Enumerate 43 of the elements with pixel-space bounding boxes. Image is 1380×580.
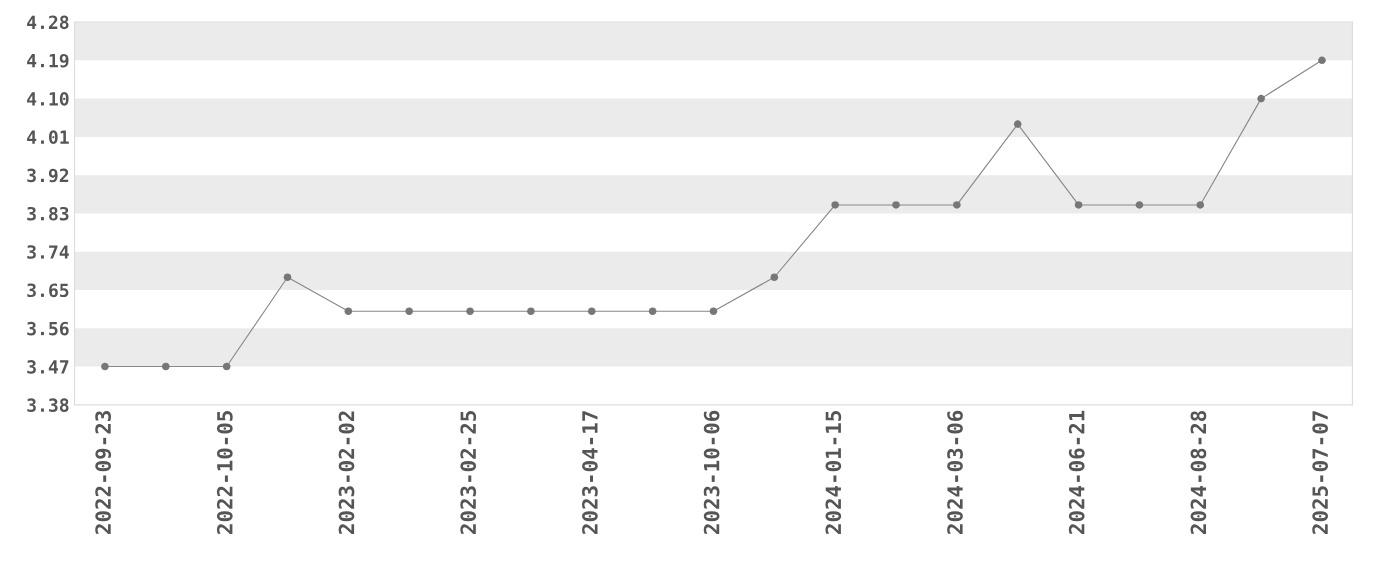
x-tick-label: 2023-02-02 xyxy=(338,411,355,534)
point xyxy=(1135,201,1144,209)
y-tick-label: 3.92 xyxy=(27,168,69,183)
x-tick-label: 2024-01-15 xyxy=(825,411,842,534)
point xyxy=(831,201,839,209)
x-tick-label: 2024-08-28 xyxy=(1190,411,1207,534)
y-tick-label: 4.01 xyxy=(27,130,69,144)
x-tick-label: 2023-10-06 xyxy=(703,410,720,534)
x-tick-label: 2022-10-05 xyxy=(216,411,233,534)
point xyxy=(953,201,961,209)
y-tick-label: 3.47 xyxy=(27,360,69,374)
y-tick-label: 4.28 xyxy=(27,15,69,30)
x-tick-label: 2023-04-17 xyxy=(582,411,598,534)
point xyxy=(1257,94,1265,103)
point xyxy=(770,273,779,282)
y-tick-label: 3.56 xyxy=(27,321,69,336)
y-tick-label: 3.74 xyxy=(27,245,69,259)
y-tick-label: 4.19 xyxy=(27,53,69,68)
point xyxy=(892,201,900,209)
point xyxy=(587,307,596,316)
point xyxy=(344,307,353,316)
x-tick-label: 2024-06-21 xyxy=(1068,410,1085,534)
point xyxy=(283,273,292,282)
x-tick-label: 2022-09-23 xyxy=(95,411,112,534)
point xyxy=(1318,56,1326,65)
point xyxy=(527,307,535,316)
point xyxy=(101,362,109,371)
y-tick-label: 4.10 xyxy=(27,92,69,106)
x-tick-label: 2023-02-25 xyxy=(460,411,477,534)
point xyxy=(161,362,170,371)
point xyxy=(709,307,718,316)
point xyxy=(648,307,657,316)
y-tick-label: 3.83 xyxy=(27,206,69,221)
point xyxy=(405,307,414,316)
y-tick-label: 3.65 xyxy=(27,283,69,298)
point xyxy=(1013,120,1022,128)
y-tick-label: 3.38 xyxy=(27,398,69,412)
point xyxy=(1196,201,1205,209)
point xyxy=(1074,201,1083,209)
x-tick-label: 2024-03-06 xyxy=(947,410,963,534)
x-tick-label: 2025-07-07 xyxy=(1312,411,1329,534)
point xyxy=(222,362,231,371)
point xyxy=(466,307,474,316)
